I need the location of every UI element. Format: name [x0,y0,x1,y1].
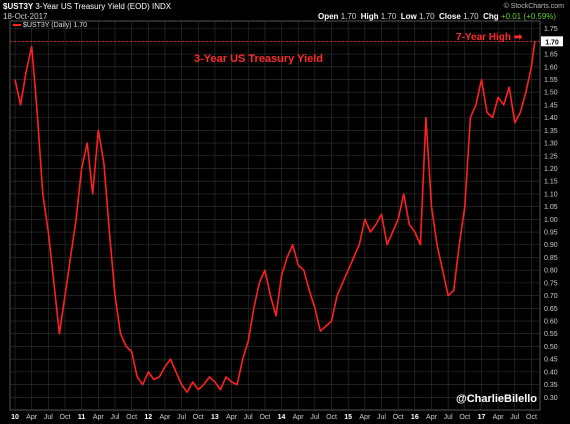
low-label: Low [400,12,417,21]
x-tick-label: Oct [526,414,537,421]
y-tick-label: 1.30 [544,141,558,148]
x-tick-label: Apr [493,414,505,421]
open-label: Open [318,12,339,21]
symbol-ticker: $UST3Y [3,2,34,11]
y-tick-label: 1.20 [544,166,558,173]
last-value-box [541,36,563,47]
x-tick-label: Apr [226,414,238,421]
close-label: Close [439,12,461,21]
x-tick-label: Apr [93,414,105,421]
annotation-text: 7-Year High [456,32,512,43]
x-tick-label: Jul [444,414,453,421]
y-tick-label: 0.70 [544,293,558,300]
y-tick-label: 0.60 [544,319,558,326]
y-tick-label: 1.10 [544,191,558,198]
plot-frame [9,20,541,411]
y-tick-label: 1.45 [544,102,558,109]
y-tick-label: 0.65 [544,306,558,313]
x-tick-label: 15 [344,414,352,421]
y-tick-label: 1.50 [544,90,558,97]
y-tick-label: 1.55 [544,77,558,84]
y-tick-label: 0.35 [544,382,558,389]
y-tick-label: 0.40 [544,369,558,376]
x-tick-label: Apr [26,414,38,421]
y-tick-label: 1.25 [544,153,558,160]
y-tick-label: 0.80 [544,268,558,275]
legend-swatch [13,24,21,27]
y-tick-label: 1.35 [544,128,558,135]
symbol-name: 3-Year US Treasury Yield (EOD) [35,2,150,11]
chg-value: +0.01 (+0.59%) [500,12,557,21]
arrow-right-icon: ➡ [513,32,523,43]
x-tick-label: 13 [211,414,219,421]
stockcharts-credit: © StockCharts.com [503,3,564,10]
y-tick-label: 0.75 [544,280,558,287]
exchange-label: INDX [151,2,172,11]
low-value: 1.70 [419,12,435,21]
y-tick-label: 0.85 [544,255,558,262]
symbol-heading: $UST3Y 3-Year US Treasury Yield (EOD) IN… [3,2,171,11]
x-tick-label: 11 [78,414,86,421]
y-tick-label: 1.40 [544,115,558,122]
y-tick-label: 1.75 [544,26,558,33]
x-tick-label: Oct [126,414,137,421]
high-value: 1.70 [380,12,397,21]
x-tick-label: Jul [310,414,319,421]
y-tick-label: 1.15 [544,179,558,186]
high-label: High [360,12,379,21]
chart-date: 18-Oct-2017 [3,12,48,21]
x-tick-label: 16 [411,414,419,421]
y-tick-label: 0.90 [544,242,558,249]
x-tick-label: Apr [359,414,371,421]
yield-series-line [14,41,536,394]
ohlc-readout: Open 1.70 High 1.70 Low 1.70 Close 1.70 … [318,12,556,21]
y-tick-label: 0.55 [544,331,558,338]
x-tick-label: Oct [259,414,270,421]
y-tick-label: 1.00 [544,217,558,224]
x-tick-label: Oct [326,414,337,421]
y-tick-label: 0.50 [544,344,558,351]
y-tick-label: 1.65 [544,52,558,59]
x-tick-label: 17 [478,414,486,421]
x-tick-label: Jul [510,414,519,421]
y-tick-label: 0.30 [544,395,558,402]
x-tick-label: Jul [377,414,386,421]
author-handle: @CharlieBilello [456,393,538,405]
x-tick-label: 12 [144,414,152,421]
x-tick-label: Jul [110,414,119,421]
x-tick-label: 14 [278,414,286,421]
y-tick-label: 1.05 [544,204,558,211]
y-tick-label: 1.60 [544,64,558,71]
x-tick-label: Oct [193,414,204,421]
x-tick-label: Jul [177,414,186,421]
x-tick-label: Oct [393,414,404,421]
x-tick-label: 10 [11,414,19,421]
x-tick-label: Jul [244,414,253,421]
legend-label: $UST3Y (Daily) 1.70 [23,22,88,29]
chart-title: 3-Year US Treasury Yield [194,53,324,65]
x-tick-label: Apr [293,414,305,421]
x-tick-label: Apr [426,414,438,421]
open-value: 1.70 [340,12,357,21]
series-legend: $UST3Y (Daily) 1.70 [13,22,87,29]
x-tick-label: Apr [159,414,171,421]
seven-year-high-annotation: 7-Year High ➡ [456,32,522,43]
y-tick-label: 0.95 [544,230,558,237]
x-tick-label: Oct [60,414,71,421]
close-value: 1.70 [463,12,479,21]
x-tick-label: Jul [44,414,53,421]
chg-label: Chg [483,12,499,21]
y-tick-label: 0.45 [544,357,558,364]
x-tick-label: Oct [459,414,470,421]
last-value-label: 1.70 [545,39,559,46]
